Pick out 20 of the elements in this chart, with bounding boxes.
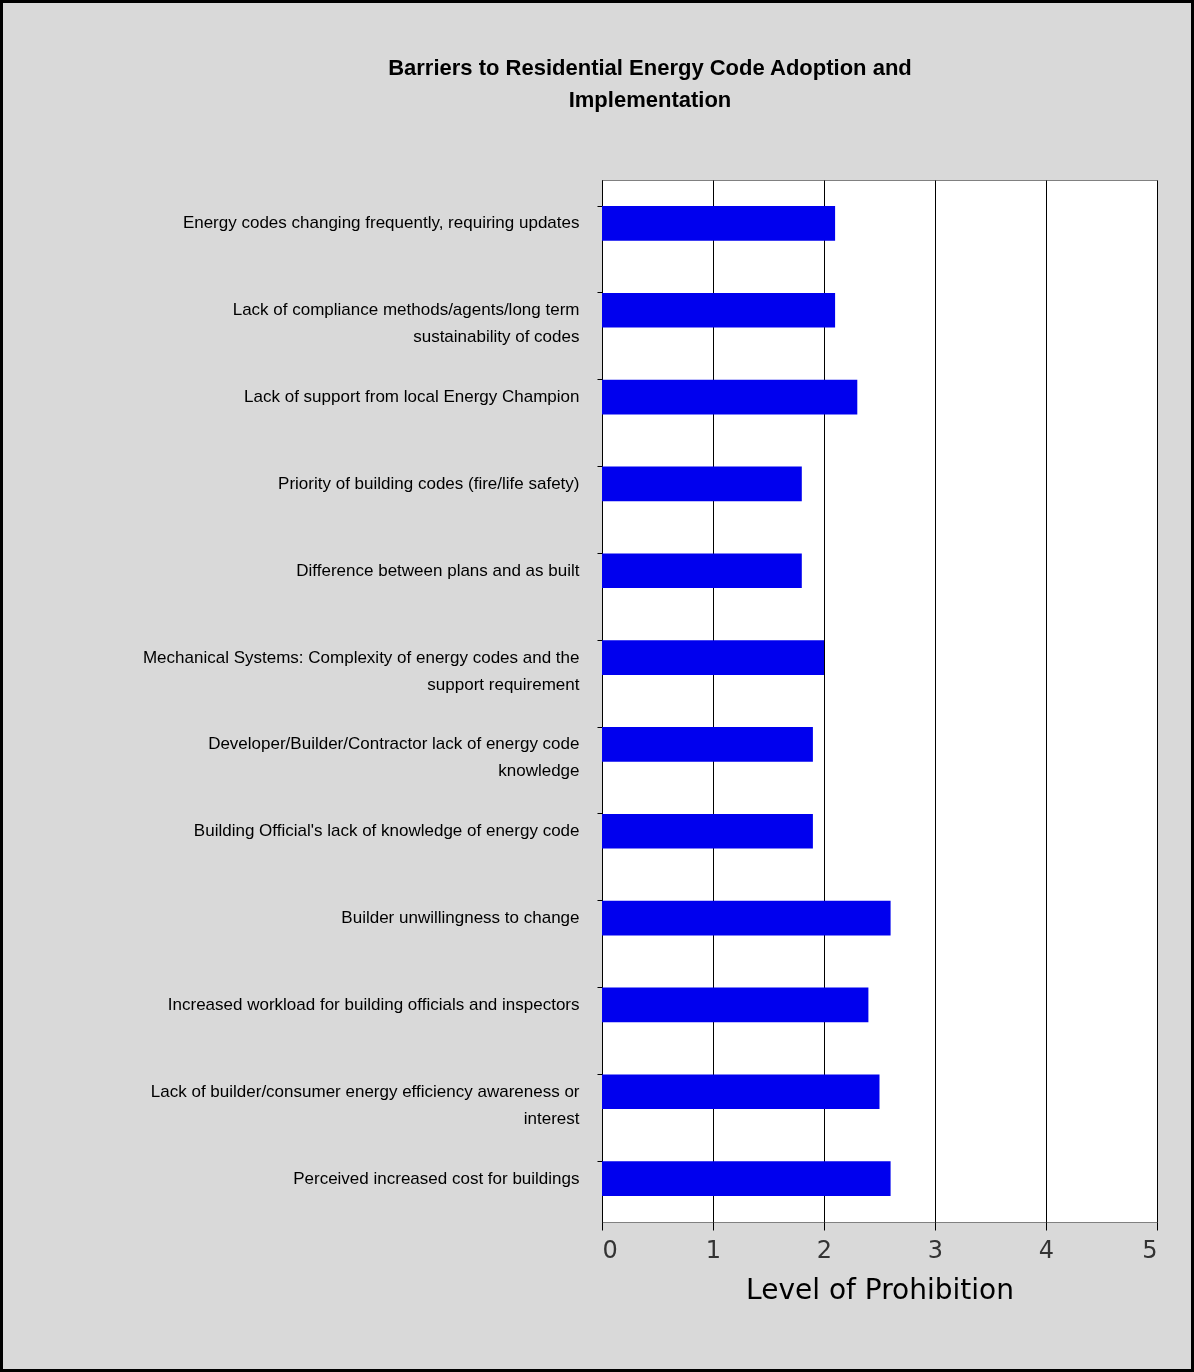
y-tick-label: Lack of support from local Energy Champion	[244, 387, 580, 407]
x-tick-label: 3	[927, 1235, 944, 1264]
y-tick-label: Difference between plans and as built	[296, 560, 580, 580]
x-tick-label: 4	[1038, 1235, 1055, 1264]
y-tick-label: Priority of building codes (fire/life safety)	[278, 473, 580, 493]
y-tick-label: Building Official's lack of knowledge of energy code	[193, 821, 580, 841]
chart-title: Barriers to Residential Energy Code Adoption and Implementation	[388, 55, 912, 112]
x-tick-label: 5	[1142, 1235, 1158, 1264]
x-axis-title: Level of Prohibition	[746, 1272, 1014, 1306]
y-tick-label: Lack of builder/consumer energy efficiency awareness or interest	[150, 1081, 580, 1128]
x-tick-label: 1	[705, 1235, 722, 1264]
x-tick-label: 0	[602, 1235, 618, 1264]
y-tick-label: Energy codes changing frequently, requiring updates	[182, 213, 580, 233]
y-tick-label: Mechanical Systems: Complexity of energy codes and the support requirement	[142, 647, 580, 694]
y-tick-label: Builder unwillingness to change	[341, 908, 580, 928]
y-tick-label: Lack of compliance methods/agents/long term sustainability of codes	[232, 300, 580, 347]
y-tick-label: Increased workload for building officials and inspectors	[167, 994, 580, 1014]
x-tick-label: 2	[816, 1235, 833, 1264]
y-tick-label: Perceived increased cost for buildings	[293, 1168, 580, 1188]
y-tick-label: Developer/Builder/Contractor lack of energy code knowledge	[208, 734, 580, 781]
